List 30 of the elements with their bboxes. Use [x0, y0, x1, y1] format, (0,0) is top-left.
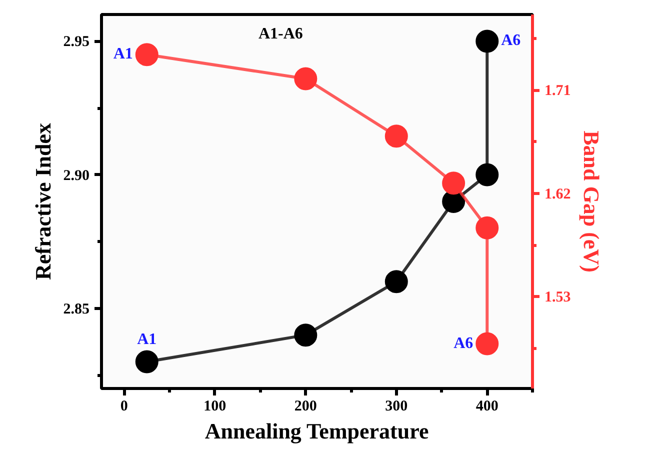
point — [476, 332, 499, 356]
y2-tick-label: 1.53 — [544, 290, 571, 306]
x-axis-title: Annealing Temperature — [204, 418, 429, 444]
y2-axis-title: Band Gap (eV) — [578, 130, 604, 272]
data-label: A6 — [454, 334, 474, 352]
point — [476, 216, 499, 240]
x-tick-label: 200 — [294, 398, 317, 414]
text: A1-A6 — [258, 26, 303, 42]
point — [135, 350, 158, 374]
data-label: A1 — [137, 330, 157, 348]
y-tick-label: 2.95 — [63, 34, 90, 50]
y-axis-title: Refractive Index — [30, 122, 56, 280]
point — [294, 67, 318, 90]
point — [384, 124, 408, 148]
y-tick-label: 2.90 — [63, 168, 90, 184]
point — [442, 172, 466, 195]
data-label: A1 — [113, 46, 133, 63]
point — [384, 270, 408, 294]
y-tick-label: 2.85 — [63, 301, 90, 318]
data-label: A6 — [501, 32, 521, 50]
x-tick-label: 300 — [385, 398, 408, 414]
y2-tick-label: 1.62 — [544, 186, 571, 202]
point — [294, 324, 318, 347]
y2-tick-label: 1.71 — [544, 83, 571, 100]
point — [476, 163, 499, 186]
x-tick-label: 100 — [204, 398, 226, 414]
point — [135, 43, 158, 66]
point — [476, 30, 499, 53]
x-tick-label: 400 — [476, 398, 498, 414]
x-tick-label: 0 — [120, 398, 128, 414]
